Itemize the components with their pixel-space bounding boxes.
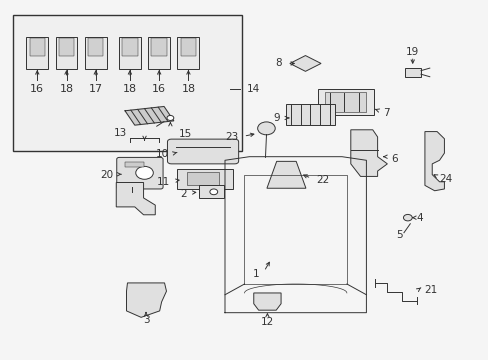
- FancyBboxPatch shape: [317, 89, 373, 116]
- Bar: [88, 39, 103, 56]
- Text: 7: 7: [383, 108, 389, 118]
- Bar: [181, 39, 196, 56]
- Text: 11: 11: [156, 177, 169, 187]
- FancyBboxPatch shape: [117, 157, 163, 189]
- Text: 13: 13: [113, 129, 126, 138]
- Circle shape: [136, 166, 153, 179]
- Bar: [122, 39, 137, 56]
- Text: 4: 4: [416, 213, 423, 222]
- Text: 12: 12: [260, 317, 273, 327]
- FancyBboxPatch shape: [119, 37, 141, 69]
- Polygon shape: [266, 161, 305, 188]
- Bar: [125, 162, 143, 167]
- Text: 1: 1: [252, 269, 259, 279]
- FancyBboxPatch shape: [148, 37, 170, 69]
- Text: 23: 23: [225, 132, 238, 142]
- Bar: [199, 185, 223, 198]
- Text: 20: 20: [101, 170, 114, 180]
- Bar: [325, 92, 366, 112]
- FancyBboxPatch shape: [177, 37, 199, 69]
- FancyBboxPatch shape: [84, 37, 106, 69]
- Circle shape: [127, 192, 137, 199]
- Bar: [186, 172, 218, 185]
- Polygon shape: [289, 55, 321, 71]
- Polygon shape: [116, 183, 155, 215]
- Text: 21: 21: [423, 285, 436, 296]
- Text: 22: 22: [316, 175, 329, 185]
- Polygon shape: [126, 283, 166, 318]
- Bar: [405, 68, 420, 77]
- FancyBboxPatch shape: [56, 37, 77, 69]
- FancyBboxPatch shape: [26, 37, 48, 69]
- Bar: [13, 15, 242, 151]
- Text: 14: 14: [246, 84, 260, 94]
- Bar: [177, 168, 233, 189]
- Circle shape: [403, 215, 411, 221]
- Circle shape: [166, 116, 173, 121]
- Text: 3: 3: [142, 315, 149, 325]
- Bar: [59, 39, 74, 56]
- Bar: [285, 104, 334, 125]
- Text: 2: 2: [180, 189, 186, 199]
- Text: 8: 8: [274, 58, 281, 68]
- Polygon shape: [253, 293, 281, 310]
- Polygon shape: [350, 130, 386, 176]
- Text: 9: 9: [272, 113, 279, 123]
- Text: 18: 18: [122, 84, 137, 94]
- Bar: [151, 39, 166, 56]
- Text: 24: 24: [439, 174, 452, 184]
- FancyBboxPatch shape: [167, 139, 238, 164]
- Text: 10: 10: [156, 149, 168, 159]
- Polygon shape: [125, 107, 173, 125]
- Text: 19: 19: [405, 46, 419, 57]
- Text: 17: 17: [88, 84, 102, 94]
- Text: 18: 18: [60, 84, 73, 94]
- Text: 18: 18: [181, 84, 195, 94]
- Text: 5: 5: [395, 230, 402, 240]
- Bar: [30, 39, 45, 56]
- Polygon shape: [424, 132, 444, 191]
- Text: 16: 16: [152, 84, 166, 94]
- Text: 6: 6: [390, 154, 397, 164]
- Text: 16: 16: [30, 84, 44, 94]
- Circle shape: [209, 189, 217, 195]
- Text: 15: 15: [178, 130, 191, 139]
- Circle shape: [257, 122, 275, 135]
